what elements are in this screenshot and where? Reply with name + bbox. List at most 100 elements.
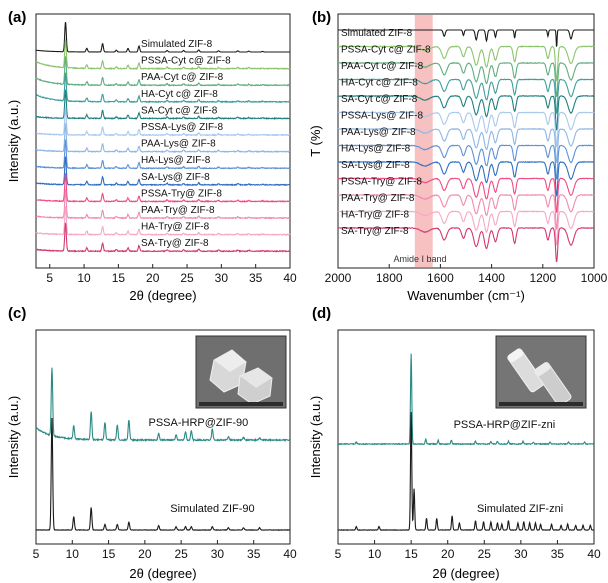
panel-b-series-label: PAA-Try@ ZIF-8 [341,193,415,204]
panel-b-series-line [337,45,595,82]
panel-a-series-line [35,21,290,53]
panel-a-series-line [35,72,291,104]
panel-d-series-label: Simulated ZIF-zni [477,503,563,515]
sem-inset-c [195,335,287,409]
panel-c-xtick-label: 25 [174,547,188,561]
panel-b-series-line [337,193,595,231]
panel-b-xtick-label: 2000 [325,271,352,285]
panel-b-series-label: SA-Cyt c@ ZIF-8 [341,94,418,105]
panel-b-series-line [337,94,595,131]
panel-b-xtick-label: 1200 [529,271,556,285]
panel-a-xtick-label: 10 [77,271,91,285]
amide-i-band [414,15,433,267]
panel-d-series-label: PSSA-HRP@ZIF-zni [454,419,556,431]
chart-marks: 5 10 15 20 25 30 35 40 Simulated ZIF-8 PSSA-Cyt c… [33,21,608,561]
panel-a-series-line [35,222,291,253]
panel-a-series-line [35,172,291,203]
panel-c-xtick-label: 5 [33,547,40,561]
panel-a-series-label: PSSA-Try@ ZIF-8 [141,188,222,199]
panel-b-series-label: PSSA-Lys@ ZIF-8 [341,111,423,122]
panel-a-series-line [35,188,291,220]
panel-d-xtick-label: 30 [514,547,528,561]
panel-a-series-label: HA-Try@ ZIF-8 [141,222,210,233]
panel-c-xtick-label: 20 [138,547,152,561]
panel-d-xlabel: 2θ (degree) [432,566,499,581]
panel-a-series-label: SA-Lys@ ZIF-8 [141,172,210,183]
panel-b-series-label: Simulated ZIF-8 [341,28,413,39]
panel-c-series-label: Simulated ZIF-90 [170,503,254,515]
panel-d-ylabel: Intensity (a.u.) [308,396,323,478]
panel-a-xtick-label: 20 [146,271,160,285]
panel-label-a: (a) [8,9,26,26]
panel-c-series-line [35,367,291,443]
panel-label-c: (c) [8,305,26,322]
panel-c-xtick-label: 30 [211,547,225,561]
panel-a-xtick-label: 15 [112,271,126,285]
panel-b-series-line [337,111,595,149]
panel-b-xtick-label: 1600 [427,271,454,285]
panel-a-series-label: Simulated ZIF-8 [141,39,213,50]
panel-b-series-line [337,160,595,197]
panel-b-series-label: PSSA-Cyt c@ ZIF-8 [341,45,431,56]
panel-a-series-line [35,88,291,121]
panel-b-ylabel: T (%) [308,125,323,157]
panel-b-xtick-label: 1000 [581,271,608,285]
panel-a-ylabel: Intensity (a.u.) [6,100,21,182]
panel-d-series-line [337,353,595,446]
panel-a-xlabel: 2θ (degree) [129,288,196,303]
panel-a-series-label: PAA-Cyt c@ ZIF-8 [141,72,224,83]
panel-a-xtick-label: 30 [215,271,229,285]
panel-b-series-line [337,78,595,115]
panel-a-series-label: SA-Cyt c@ ZIF-8 [141,105,218,116]
panel-a-series-label: PAA-Try@ ZIF-8 [141,205,215,216]
panel-b-series-label: PAA-Lys@ ZIF-8 [341,127,416,138]
panel-d-xtick-label: 35 [551,547,565,561]
panel-a-series-label: SA-Try@ ZIF-8 [141,238,209,249]
panel-b-series-line [337,61,595,98]
panel-a-series-line [35,206,291,237]
panel-b-series-line [337,144,595,180]
panel-a-xtick-label: 35 [249,271,263,285]
panel-d-xtick-label: 5 [335,547,342,561]
panel-b-series-line [337,177,595,214]
panel-c-series-label: PSSA-HRP@ZIF-90 [148,417,248,429]
panel-a-series-label: PSSA-Lys@ ZIF-8 [141,122,223,133]
panel-a-series-line [35,56,291,87]
panel-a-xtick-label: 5 [46,271,53,285]
panel-b-series-label: SA-Lys@ ZIF-8 [341,160,410,171]
panel-d-xtick-label: 25 [478,547,492,561]
panel-a-series-label: HA-Lys@ ZIF-8 [141,155,211,166]
panel-a-series-label: PAA-Lys@ ZIF-8 [141,139,216,150]
panel-a-xtick-label: 40 [283,271,297,285]
panel-b-xtick-label: 1400 [478,271,505,285]
panel-label-d: (d) [312,305,331,322]
panel-c-xtick-label: 10 [66,547,80,561]
panel-c-xtick-label: 15 [102,547,116,561]
panel-b-series-line [337,226,595,263]
panel-c-ylabel: Intensity (a.u.) [6,396,21,478]
panel-c-xtick-label: 35 [247,547,261,561]
panel-label-b: (b) [312,9,331,26]
panel-c-series-line [35,417,291,531]
amide-band-label: Amide I band [393,254,446,264]
panel-c-xlabel: 2θ (degree) [129,566,196,581]
panel-a-xtick-label: 25 [180,271,194,285]
panel-c-xtick-label: 40 [283,547,297,561]
panel-b-series-label: HA-Lys@ ZIF-8 [341,144,411,155]
panel-a-series-line [35,138,291,170]
panel-b-series-label: HA-Cyt c@ ZIF-8 [341,78,418,89]
panel-d-xtick-label: 15 [404,547,418,561]
panel-b-frame [337,13,595,269]
panel-b-series-label: HA-Try@ ZIF-8 [341,210,410,221]
panel-b-xtick-label: 1800 [376,271,403,285]
panel-b-series-line [337,127,595,164]
panel-d-xtick-label: 10 [368,547,382,561]
panel-a-series-label: PSSA-Cyt c@ ZIF-8 [141,56,231,67]
panel-a-series-line [35,106,291,137]
sem-inset-d [495,335,587,409]
panel-b-series-label: SA-Try@ ZIF-8 [341,226,409,237]
panel-c-frame [35,329,291,545]
panel-b-series-label: PSSA-Try@ ZIF-8 [341,177,422,188]
panel-d-xtick-label: 40 [587,547,601,561]
